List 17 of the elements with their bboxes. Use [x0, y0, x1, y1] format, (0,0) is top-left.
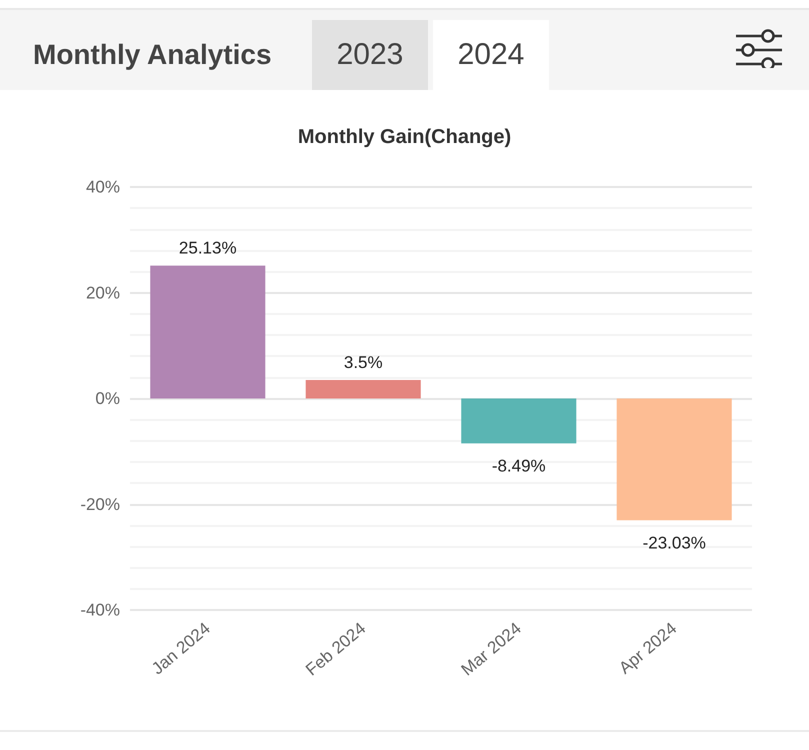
text: 2023: [312, 20, 428, 90]
bar: [461, 398, 576, 444]
data-label: -23.03%: [642, 533, 706, 552]
text: 2024: [433, 20, 549, 90]
chart-subtitle: Monthly Gain(Change): [298, 126, 512, 148]
bar: [616, 398, 732, 520]
data-label: 3.5%: [344, 352, 383, 372]
data-label: 25.13%: [178, 238, 237, 258]
chart-title: Monthly Analytics: [33, 38, 272, 72]
y-tick-label: 20%: [86, 283, 120, 302]
bar: [306, 380, 421, 398]
y-tick-label: 40%: [86, 178, 120, 196]
y-tick-label: -20%: [80, 494, 120, 514]
y-tick-label: 0%: [95, 389, 120, 408]
data-label: -8.49%: [492, 456, 546, 476]
bar: [150, 266, 266, 398]
y-tick-label: -40%: [80, 600, 120, 620]
